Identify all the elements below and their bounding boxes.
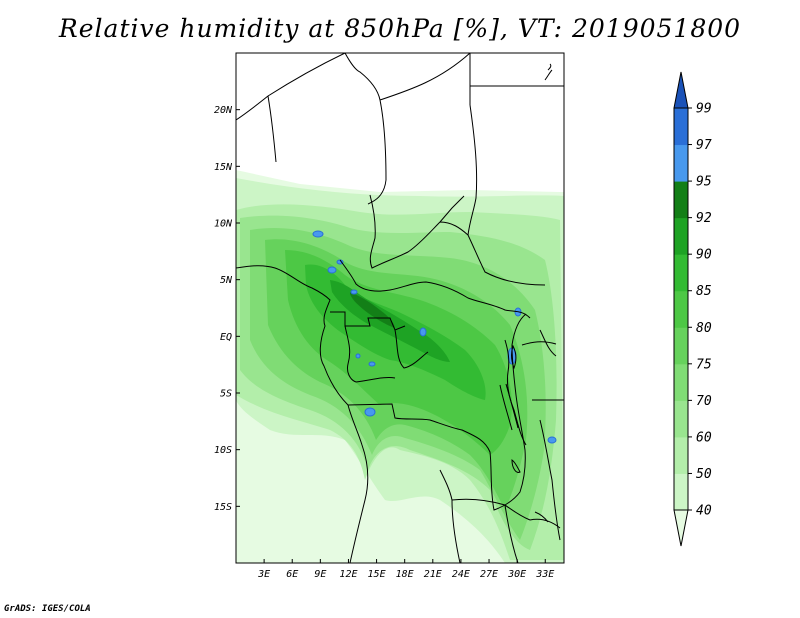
lon-tick-label: 21E xyxy=(424,569,442,580)
border-central-africa xyxy=(330,259,531,383)
lat-tick-label: 5N xyxy=(220,275,233,286)
map-title: Relative humidity at 850hPa [%], VT: 201… xyxy=(58,14,742,43)
border-sahara xyxy=(236,53,564,205)
map-frame xyxy=(235,52,565,564)
grads-credit: GrADS: IGES/COLA xyxy=(4,604,91,614)
colorbar-label: 85 xyxy=(696,284,712,299)
colorbar-label: 75 xyxy=(696,357,712,372)
colorbar-swatch xyxy=(673,399,689,438)
colorbar-label: 40 xyxy=(696,504,712,519)
colorbar-swatch xyxy=(673,180,689,219)
colorbar-label: 97 xyxy=(696,138,712,153)
longitude-axis: 3E 6E 9E 12E 15E 18E 21E 24E 27E 30E 33E xyxy=(257,559,554,580)
lon-tick-label: 12E xyxy=(339,569,357,580)
colorbar-arrow-high xyxy=(673,71,689,109)
lon-tick-label: 33E xyxy=(535,569,554,580)
colorbar-swatch xyxy=(673,217,689,255)
lon-tick-label: 15E xyxy=(368,569,386,580)
colorbar-swatch xyxy=(673,144,689,182)
lat-tick-label: 5S xyxy=(220,389,232,400)
colorbar-swatch xyxy=(673,436,689,474)
latitude-axis: 20N 15N 10N 5N EQ 5S 10S 15S xyxy=(214,105,240,513)
colorbar-label: 99 xyxy=(696,102,712,117)
lon-tick-label: 9E xyxy=(314,569,326,580)
colorbar-arrow-low xyxy=(673,509,689,547)
lat-tick-label: 10N xyxy=(214,219,233,230)
lon-tick-label: 3E xyxy=(257,569,270,580)
colorbar-swatch xyxy=(673,326,689,365)
colorbar-swatch xyxy=(673,107,689,146)
lat-tick-label: 20N xyxy=(214,105,233,116)
colorbar-label: 92 xyxy=(696,211,712,226)
lat-tick-label: 10S xyxy=(214,445,232,456)
colorbar-frame xyxy=(673,107,689,511)
border-angola-zambia xyxy=(439,469,561,563)
border-chad-sudan xyxy=(369,104,546,286)
lon-tick-label: 6E xyxy=(286,569,298,580)
lat-tick-label: EQ xyxy=(220,332,232,343)
coast-east xyxy=(544,63,553,81)
border-drc xyxy=(347,313,527,511)
lon-tick-label: 27E xyxy=(480,569,498,580)
lake-outlines xyxy=(499,344,549,523)
humidity-contour-95 xyxy=(350,292,395,328)
country-borders xyxy=(236,53,564,563)
lat-tick-label: 15S xyxy=(214,502,232,513)
colorbar-label: 90 xyxy=(696,248,712,263)
colorbar-label: 70 xyxy=(696,394,712,409)
lon-tick-label: 24E xyxy=(452,569,470,580)
colorbar-swatch xyxy=(673,290,689,328)
colorbar-label: 95 xyxy=(696,175,712,190)
colorbar-label: 80 xyxy=(696,321,712,336)
colorbar-label: 50 xyxy=(696,467,712,482)
colorbar-swatch xyxy=(673,363,689,401)
lon-tick-label: 30E xyxy=(507,569,526,580)
lat-tick-label: 15N xyxy=(214,162,233,173)
colorbar-swatch xyxy=(673,472,689,511)
colorbar-swatch xyxy=(673,253,689,292)
lon-tick-label: 18E xyxy=(396,569,414,580)
coastline-west-africa xyxy=(236,265,369,563)
colorbar-legend: 40 50 60 70 75 80 85 90 92 95 97 99 xyxy=(673,71,712,547)
colorbar-label: 60 xyxy=(696,430,712,445)
